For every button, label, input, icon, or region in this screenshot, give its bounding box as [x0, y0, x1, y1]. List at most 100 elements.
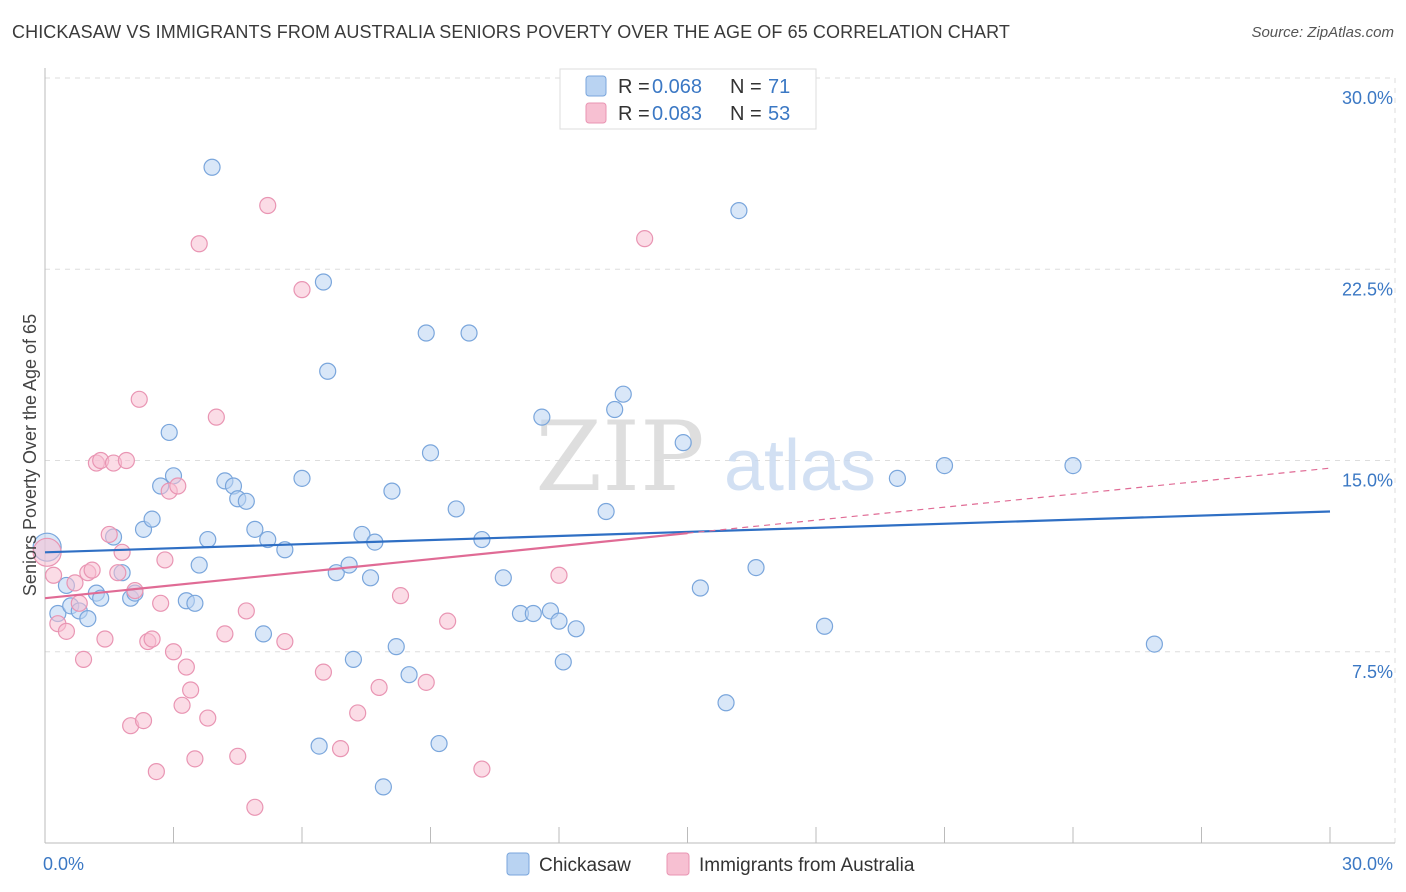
point-series0-5 — [79, 609, 97, 628]
point-series1-44 — [331, 740, 350, 758]
legend-n-value-1: 53 — [768, 103, 790, 125]
bottom-legend-label-0: Chickasaw — [539, 855, 631, 876]
y-tick-label-3: 7.5% — [1352, 662, 1393, 682]
point-series0-68 — [935, 457, 954, 475]
legend-n-label-1: N = — [730, 103, 767, 125]
point-series1-14 — [109, 564, 127, 582]
watermark-zip: ZIP — [535, 401, 704, 513]
point-series1-19 — [130, 390, 148, 408]
point-series1-11 — [96, 630, 114, 648]
point-series0-32 — [314, 273, 333, 291]
point-series0-62 — [691, 579, 709, 597]
point-series1-29 — [173, 696, 191, 714]
point-series1-37 — [229, 747, 247, 765]
point-series1-6 — [74, 650, 93, 669]
point-series0-44 — [417, 324, 435, 342]
point-series0-13 — [143, 510, 161, 528]
point-series1-30 — [177, 658, 195, 676]
point-series1-42 — [293, 281, 311, 299]
point-series0-38 — [361, 569, 380, 587]
point-series1-49 — [439, 612, 457, 630]
point-series0-30 — [293, 469, 311, 487]
point-series0-45 — [421, 444, 440, 462]
point-series1-24 — [152, 594, 170, 612]
x-tick-label-1: 30.0% — [1342, 854, 1393, 874]
point-series0-67 — [888, 469, 906, 487]
point-series1-48 — [417, 673, 435, 691]
axes — [44, 68, 1395, 844]
point-series1-8 — [83, 561, 101, 579]
point-series1-4 — [66, 574, 84, 592]
point-series0-69 — [1064, 457, 1082, 475]
point-series0-59 — [606, 400, 624, 419]
tick-labels: 30.0% 22.5% 15.0% 7.5% 0.0% 30.0% — [43, 88, 1393, 874]
trend-line-series0 — [44, 510, 1331, 554]
point-series0-47 — [447, 500, 465, 518]
point-series0-61 — [674, 434, 692, 452]
bottom-legend-label-1: Immigrants from Australia — [699, 855, 915, 876]
point-series1-25 — [156, 551, 174, 569]
point-series1-40 — [259, 196, 277, 215]
point-series1-38 — [237, 602, 255, 620]
x-tick-label-0: 0.0% — [43, 854, 84, 874]
point-series1-50 — [473, 760, 491, 778]
legend-r-value-1: 0.083 — [652, 103, 702, 125]
point-series1-33 — [190, 235, 208, 253]
trend-line-series1 — [44, 532, 688, 600]
point-series1-12 — [100, 525, 118, 544]
point-series0-42 — [387, 638, 405, 656]
trend-lines — [44, 467, 1331, 600]
point-series1-15 — [113, 543, 131, 561]
legend-swatch-pink — [585, 102, 607, 124]
point-series0-43 — [400, 666, 418, 684]
source-credit: Source: ZipAtlas.com — [1251, 24, 1394, 41]
trend-line-extension-series1 — [687, 467, 1331, 534]
bottom-legend: Chickasaw Immigrants from Australia — [506, 852, 915, 876]
point-series1-3 — [57, 622, 76, 640]
point-series0-28 — [259, 530, 277, 549]
point-series1-20 — [134, 711, 153, 730]
point-series0-36 — [344, 650, 362, 669]
point-series1-45 — [349, 704, 367, 722]
point-series0-52 — [524, 604, 542, 623]
point-series1-46 — [370, 678, 388, 697]
point-series1-47 — [391, 587, 410, 605]
legend-swatch-blue — [585, 75, 607, 97]
point-series0-20 — [199, 530, 217, 549]
legend-r-label-0: R = — [618, 76, 655, 98]
point-series0-66 — [815, 617, 834, 635]
watermark-atlas: atlas — [724, 426, 876, 506]
point-series1-43 — [314, 663, 333, 681]
point-series0-70 — [1145, 635, 1163, 653]
point-series0-56 — [554, 653, 572, 671]
point-series1-39 — [246, 798, 264, 816]
point-series0-26 — [246, 520, 264, 538]
point-series1-36 — [216, 625, 234, 643]
point-series1-28 — [169, 477, 187, 495]
point-series0-15 — [160, 423, 178, 442]
point-series0-46 — [430, 734, 448, 753]
point-series0-27 — [254, 625, 273, 643]
point-series0-58 — [597, 502, 615, 521]
point-series1-51 — [550, 566, 568, 584]
point-series1-34 — [199, 709, 217, 727]
point-series1-23 — [147, 762, 165, 781]
point-series0-40 — [374, 778, 392, 796]
legend-r-value-0: 0.068 — [652, 76, 702, 98]
point-series0-64 — [730, 202, 748, 220]
top-legend: R = 0.068 N = 71 R = 0.083 N = 53 — [559, 68, 817, 130]
bottom-legend-swatch-pink — [666, 852, 690, 876]
point-series0-35 — [340, 556, 358, 574]
point-series0-41 — [383, 482, 401, 500]
point-series0-7 — [92, 589, 110, 607]
legend-n-label-0: N = — [730, 76, 767, 98]
point-series0-25 — [237, 492, 255, 510]
point-series0-55 — [550, 612, 568, 630]
point-series1-22 — [143, 630, 161, 648]
point-series1-32 — [186, 750, 204, 768]
point-series0-18 — [186, 594, 204, 612]
point-series0-33 — [319, 362, 337, 380]
legend-r-label-1: R = — [618, 103, 655, 125]
y-tick-label-0: 30.0% — [1342, 88, 1393, 108]
